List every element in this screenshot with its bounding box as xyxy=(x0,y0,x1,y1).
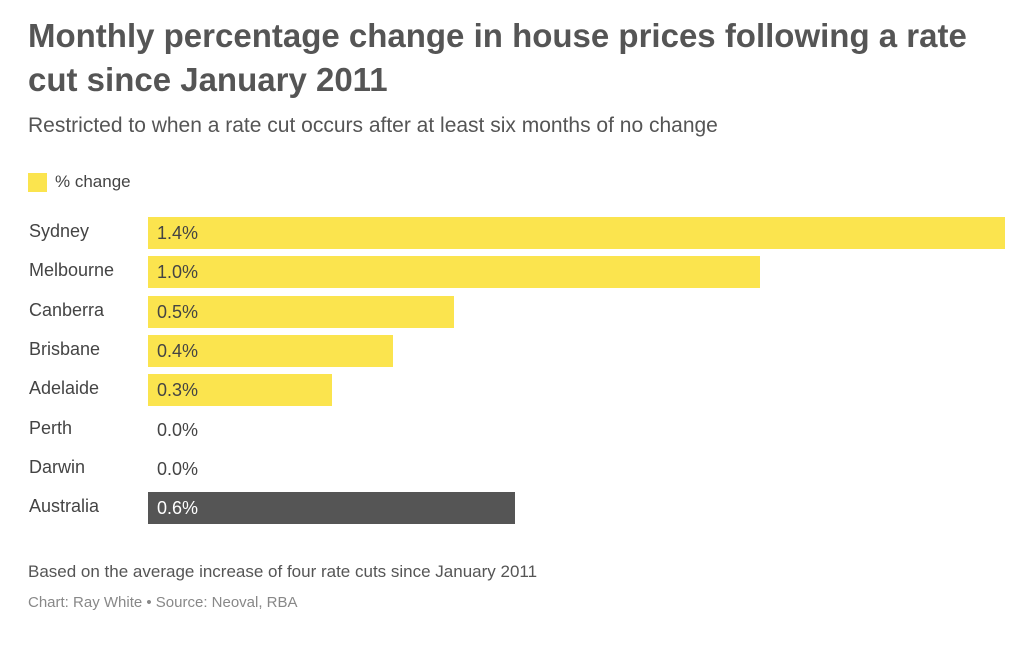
legend: % change xyxy=(28,172,131,192)
value-label: 0.5% xyxy=(157,301,199,322)
category-label: Perth xyxy=(29,417,73,438)
category-label: Adelaide xyxy=(29,378,100,399)
bar-row: Sydney 1.4% xyxy=(0,217,1024,249)
bar-row: Adelaide 0.3% xyxy=(0,374,1024,407)
legend-swatch xyxy=(28,172,47,192)
chart-source: Chart: Ray White • Source: Neoval, RBA xyxy=(28,594,298,611)
bar-row: Canberra 0.5% xyxy=(0,295,1024,328)
category-label: Sydney xyxy=(29,221,90,241)
bar-row: Perth 0.0% xyxy=(0,414,1024,446)
bar-row: Melbourne 1.0% xyxy=(0,256,1024,289)
category-label: Australia xyxy=(29,496,100,517)
category-label: Brisbane xyxy=(29,338,101,359)
bar-row: Darwin 0.0% xyxy=(0,453,1024,485)
value-label: 1.4% xyxy=(157,223,199,243)
bar xyxy=(148,334,393,367)
value-label: 0.3% xyxy=(157,380,199,401)
bar-row: Australia 0.6% xyxy=(0,492,1024,525)
bar xyxy=(148,492,516,525)
category-label: Darwin xyxy=(29,456,86,477)
category-label: Melbourne xyxy=(29,260,115,281)
legend-label: % change xyxy=(55,172,131,191)
bar xyxy=(148,256,761,289)
bar-chart: Sydney 1.4% Melbourne 1.0% Canberra 0.5% Brisb… xyxy=(0,210,1024,540)
value-label: 0.4% xyxy=(157,340,199,361)
bar xyxy=(148,217,1005,249)
chart-title: Monthly percentage change in house price… xyxy=(28,17,967,98)
value-label: 0.0% xyxy=(157,458,199,479)
value-label: 0.0% xyxy=(157,419,199,440)
chart-note: Based on the average increase of four ra… xyxy=(28,562,538,581)
bar xyxy=(148,374,332,407)
value-label: 0.6% xyxy=(157,498,199,519)
category-label: Canberra xyxy=(29,299,105,320)
bar-row: Brisbane 0.4% xyxy=(0,334,1024,367)
bar xyxy=(148,295,455,328)
value-label: 1.0% xyxy=(157,262,199,283)
chart-subtitle: Restricted to when a rate cut occurs aft… xyxy=(28,114,718,137)
